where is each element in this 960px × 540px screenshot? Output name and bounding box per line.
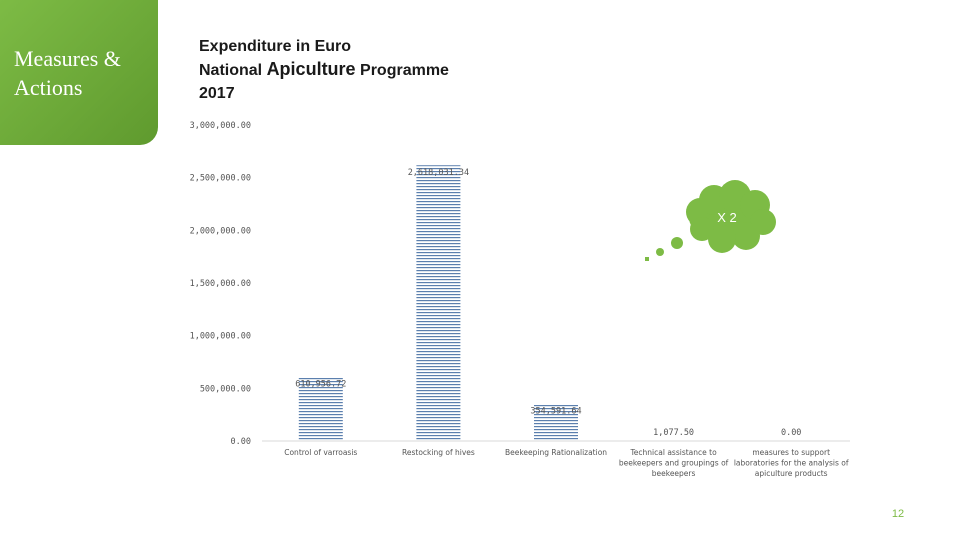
x-category-label: measures to support laboratories for the … (734, 448, 849, 478)
cloud-dot-small (645, 257, 649, 261)
section-label-line2: Actions (14, 75, 83, 100)
bar (298, 376, 343, 441)
data-label: 610,956.72 (295, 380, 346, 390)
thought-cloud: X 2 (645, 180, 776, 261)
x-category-label: Beekeeping Rationalization (505, 448, 607, 457)
page-number: 12 (891, 508, 905, 520)
x-category-label: Restocking of hives (402, 448, 475, 457)
section-label-line1: Measures & (14, 46, 121, 71)
chart-title: Expenditure in Euro National Apiculture … (199, 35, 619, 105)
data-label: 354,591.64 (530, 407, 581, 417)
y-tick-label: 1,500,000.00 (190, 279, 251, 289)
title-line2: National Apiculture Programme (199, 58, 619, 82)
title-line2-prefix: National (199, 62, 267, 79)
bar (416, 165, 461, 441)
x-category-label: Control of varroasis (284, 448, 357, 457)
data-label: 0.00 (781, 428, 801, 438)
bar (534, 403, 578, 441)
y-tick-label: 0.00 (231, 437, 251, 447)
cloud-dot-medium (656, 248, 664, 256)
y-tick-label: 1,000,000.00 (190, 332, 251, 342)
title-line1: Expenditure in Euro (199, 38, 352, 55)
section-label: Measures & Actions (14, 44, 154, 102)
section-banner: Measures & Actions (0, 0, 158, 145)
y-tick-label: 2,500,000.00 (190, 174, 251, 184)
cloud-dot-large (671, 237, 683, 249)
x-category-label: Technical assistance to beekeepers and gr… (619, 448, 729, 478)
title-line2-big: Apiculture (266, 59, 356, 79)
title-line2-suffix: Programme (355, 62, 449, 79)
cloud-label: X 2 (717, 210, 737, 225)
data-label: 2,618,031.34 (408, 168, 469, 178)
y-tick-label: 2,000,000.00 (190, 226, 251, 236)
y-tick-label: 3,000,000.00 (190, 121, 251, 131)
data-label: 1,077.50 (653, 428, 694, 438)
title-line3: 2017 (199, 85, 235, 102)
cloud-shape (686, 180, 776, 253)
y-tick-label: 500,000.00 (200, 384, 251, 394)
